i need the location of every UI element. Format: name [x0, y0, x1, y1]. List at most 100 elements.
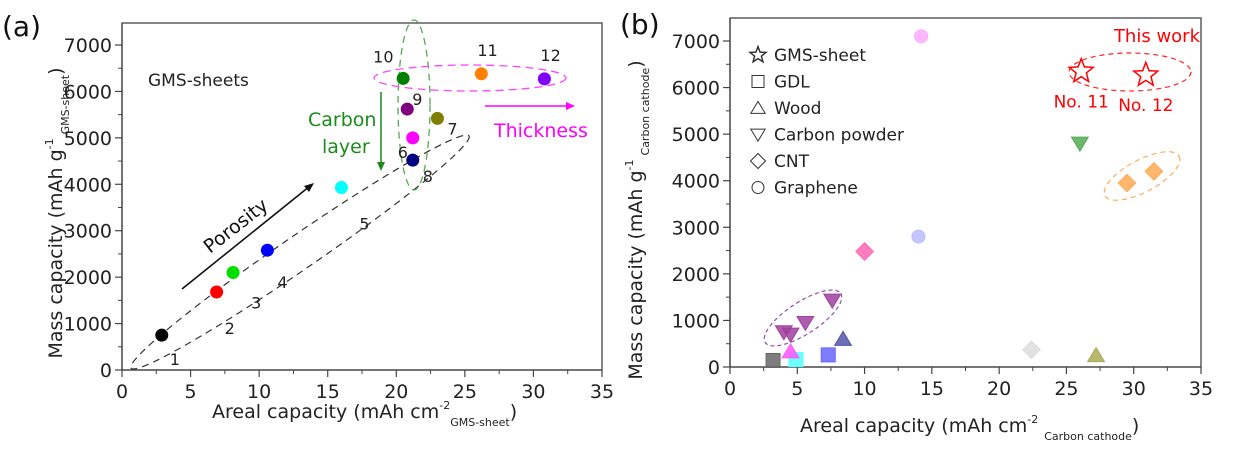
- y-axis-title-a-sup: -1: [43, 138, 56, 149]
- x-tick-label: 30: [1122, 378, 1146, 400]
- y-tick-label: 1000: [672, 310, 720, 332]
- y-tick-label: 0: [100, 360, 112, 382]
- data-point-triangle-up: [1086, 346, 1106, 363]
- x-tick-label: 25: [453, 381, 477, 403]
- data-point-triangle-down: [781, 327, 800, 344]
- x-axis-title-a-main: Areal capacity (mAh cm: [212, 401, 439, 423]
- x-tick-label: 20: [384, 381, 408, 403]
- data-point-7: [430, 111, 444, 125]
- y-tick-label: 3000: [672, 217, 720, 239]
- data-point-label-2: 2: [225, 319, 235, 338]
- data-point-label-6: 6: [398, 143, 408, 162]
- svg-text:Mass capacity (mAh g-1GMS-shee: Mass capacity (mAh g-1GMS-sheet): [43, 67, 72, 358]
- y-axis-title-a-sub: GMS-sheet: [59, 74, 72, 134]
- x-tick-label: 0: [116, 381, 128, 403]
- panel-label-b: (b): [620, 8, 660, 41]
- data-point-star: [1131, 60, 1160, 87]
- x-axis-title-b-sub: Carbon cathode: [1044, 430, 1132, 443]
- x-tick-label: 35: [1189, 378, 1213, 400]
- x-axis-title-b: Areal capacity (mAh cm-2 Carbon cathode): [800, 413, 1139, 443]
- data-point-label-5: 5: [359, 215, 369, 234]
- x-axis-title-a: Areal capacity (mAh cm-2GMS-sheet): [212, 399, 517, 429]
- x-axis-title-b-sup: -2: [1027, 413, 1038, 426]
- data-point-diamond: [1021, 340, 1041, 360]
- y-tick-label: 5000: [64, 128, 112, 150]
- x-tick-label: 15: [920, 378, 944, 400]
- data-point-diamond: [1144, 161, 1164, 181]
- data-point-10: [396, 71, 410, 85]
- y-tick-label: 6000: [64, 81, 112, 103]
- y-tick-label: 7000: [64, 35, 112, 57]
- legend-triangle-up-icon: [749, 100, 767, 114]
- thickness-group-ellipse: [373, 64, 567, 92]
- y-axis-title-b-close: ): [625, 60, 647, 67]
- chart-b: (b) 0 1000 2000 3000 4000 5000 6000 7000 0 5 10 15…: [620, 8, 1213, 443]
- y-tick-label: 5000: [672, 124, 720, 146]
- y-tick-label: 0: [708, 357, 720, 379]
- data-point-2: [210, 285, 224, 299]
- legend-triangle-down-icon: [749, 128, 767, 143]
- y-axis-title-b-sup: -1: [623, 159, 636, 170]
- data-point-label-12: 12: [540, 46, 560, 65]
- data-point-9: [400, 102, 414, 116]
- data-point-label-8: 8: [423, 167, 433, 186]
- this-work-label: This work: [1113, 26, 1201, 47]
- y-tick-label: 2000: [672, 264, 720, 286]
- cnt-group-ellipse: [1103, 151, 1181, 201]
- legend-b: GMS-sheet GDL Wood Carbon powder CNT Graphene: [747, 44, 904, 199]
- y-axis-title-b-sub: Carbon cathode: [639, 68, 652, 156]
- y-tick-label: 7000: [672, 31, 720, 53]
- y-axis-title-a-close: ): [45, 67, 67, 74]
- x-axis-title-b-close: ): [1132, 415, 1139, 437]
- data-point-label-9: 9: [412, 90, 422, 109]
- annotation-groups-b: This work: [763, 26, 1201, 347]
- x-tick-label: 30: [521, 381, 545, 403]
- x-tick-label: 20: [987, 378, 1011, 400]
- carbon-layer-group-ellipse: [397, 19, 431, 191]
- data-point-label-3: 3: [251, 294, 261, 313]
- x-tick-label: 5: [185, 381, 197, 403]
- x-tick-label: 15: [316, 381, 340, 403]
- y-tick-label: 2000: [64, 267, 112, 289]
- y-tick-label: 1000: [64, 314, 112, 336]
- data-point-5: [334, 181, 348, 195]
- svg-text:Mass capacity (mAh g-1Carbon c: Mass capacity (mAh g-1Carbon cathode): [623, 60, 652, 379]
- data-point-1: [155, 328, 169, 342]
- this-work-ellipse: [1068, 52, 1192, 92]
- y-axis-title-a: Mass capacity (mAh g-1GMS-sheet): [43, 67, 72, 358]
- data-point-label-4: 4: [277, 273, 287, 292]
- x-tick-label: 10: [247, 381, 271, 403]
- legend-label: Graphene: [774, 179, 858, 199]
- porosity-arrowhead: [304, 183, 314, 192]
- data-point-triangle-up: [781, 342, 800, 359]
- x-tick-label: 0: [724, 378, 736, 400]
- x-tick-label: 35: [590, 381, 614, 403]
- data-point-triangle-down: [1070, 136, 1090, 153]
- y-tick-label: 6000: [672, 78, 720, 100]
- y-axis-title-b: Mass capacity (mAh g-1Carbon cathode): [623, 60, 652, 379]
- data-point-label-10: 10: [373, 47, 393, 66]
- legend-label: GDL: [774, 73, 810, 93]
- x-tick-label: 10: [852, 378, 876, 400]
- data-point-triangle-down: [796, 315, 815, 332]
- carbon-layer-label-2: layer: [322, 136, 370, 158]
- data-point-11: [474, 67, 488, 81]
- x-axis-title-a-sub: GMS-sheet: [450, 416, 510, 429]
- legend-circle-icon: [751, 181, 765, 194]
- data-point-8: [406, 153, 420, 167]
- data-point-12: [537, 72, 551, 86]
- data-point-diamond: [855, 242, 875, 261]
- legend-diamond-icon: [749, 152, 767, 170]
- carbon-layer-arrowhead: [377, 162, 385, 171]
- carbon-powder-group-ellipse: [763, 289, 843, 347]
- legend-label: Wood: [774, 99, 821, 119]
- legend-star-icon: [747, 44, 769, 64]
- data-point-4: [260, 243, 274, 257]
- x-axis-title-a-close: ): [510, 401, 517, 423]
- porosity-arrow: [181, 185, 311, 290]
- y-tick-label: 3000: [64, 221, 112, 243]
- data-point-3: [226, 266, 240, 279]
- data-point-square: [820, 347, 836, 363]
